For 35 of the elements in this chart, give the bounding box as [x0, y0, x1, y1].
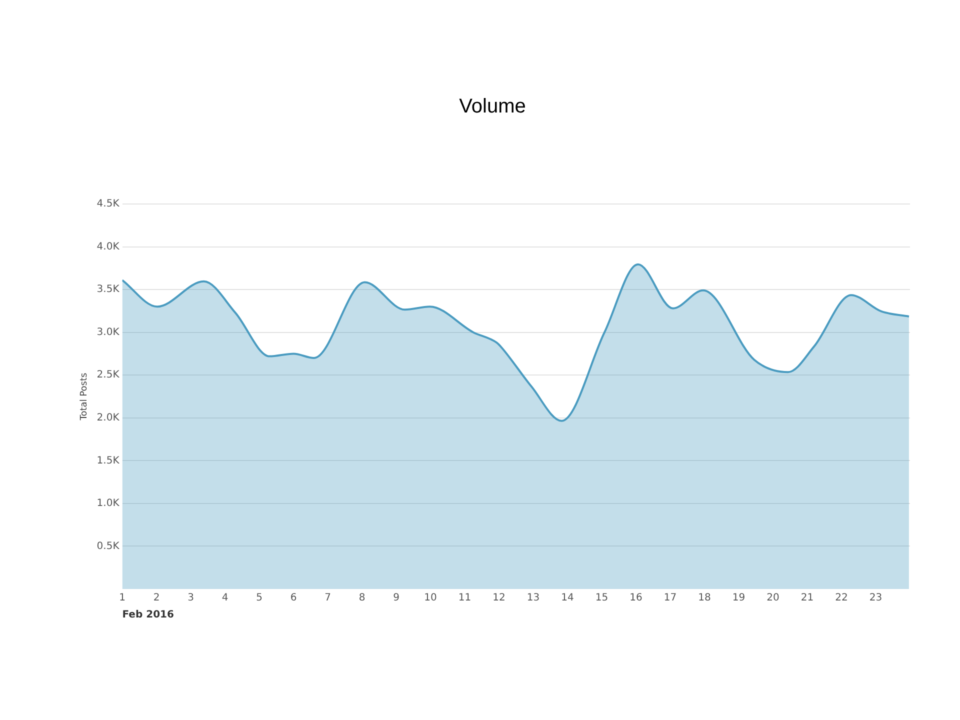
y-axis-title: Total Posts	[80, 372, 90, 422]
y-tick-label: 1.0K	[96, 498, 120, 510]
x-tick-label: 5	[256, 592, 262, 604]
y-tick-label: 2.5K	[96, 370, 120, 381]
x-tick-label: 15	[595, 592, 608, 604]
y-tick-label: 3.5K	[96, 284, 120, 296]
x-tick-label: 3	[188, 592, 194, 604]
y-tick-label: 4.5K	[96, 198, 120, 210]
x-tick-label: 21	[800, 592, 814, 604]
x-tick-label: 10	[424, 592, 437, 604]
x-tick-label: 20	[766, 592, 780, 604]
x-tick-label: 9	[393, 592, 400, 604]
x-tick-label: 22	[835, 592, 848, 604]
y-tick-label: 2.0K	[96, 412, 120, 424]
x-tick-label: 14	[561, 592, 574, 604]
x-tick-label: 4	[222, 592, 228, 604]
y-tick-label: 3.0K	[96, 326, 120, 338]
x-tick-label: 17	[664, 592, 677, 604]
y-tick-label: 1.5K	[96, 455, 120, 466]
x-tick-label: 18	[698, 592, 711, 604]
x-tick-label: 12	[492, 592, 506, 604]
x-tick-label: 23	[869, 592, 882, 604]
x-tick-label: 7	[324, 592, 331, 604]
x-tick-label: 8	[358, 592, 366, 604]
x-tick-label: 11	[458, 592, 472, 604]
y-tick-label: 4.0K	[96, 241, 120, 252]
x-tick-label: 13	[526, 592, 540, 604]
x-tick-label: 19	[732, 592, 746, 604]
x-tick-label: 16	[630, 592, 642, 604]
x-axis-title: Feb 2016	[122, 610, 174, 621]
x-tick-label: 2	[153, 592, 160, 604]
x-tick-label: 6	[290, 592, 297, 604]
x-tick-label: 1	[119, 592, 126, 604]
y-tick-label: 0.5K	[96, 540, 120, 552]
chart-title: Volume	[459, 96, 526, 118]
